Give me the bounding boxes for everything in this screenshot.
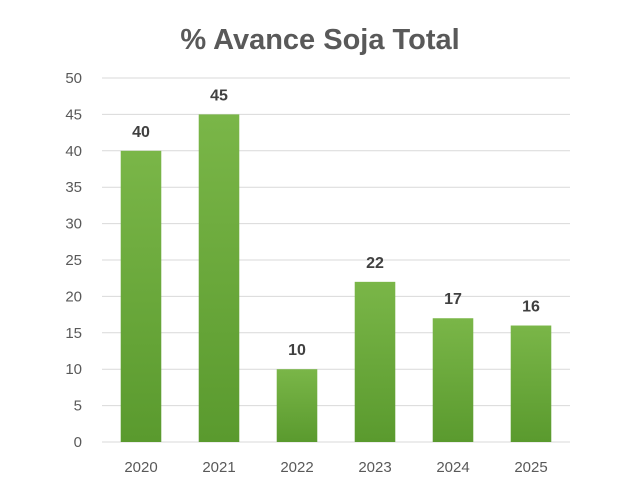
y-tick-label: 30 [65, 216, 82, 233]
x-tick-label-2021: 2021 [202, 459, 235, 476]
x-tick-label-2024: 2024 [436, 459, 469, 476]
y-tick-label: 15 [65, 325, 82, 342]
bar-2025 [510, 325, 552, 442]
x-tick-label-2022: 2022 [280, 459, 313, 476]
y-tick-label: 25 [65, 252, 82, 269]
y-tick-label: 40 [65, 143, 82, 160]
y-tick-label: 10 [65, 361, 82, 378]
bar-2022 [276, 369, 318, 442]
bar-2020 [120, 150, 162, 443]
y-axis-ticks: 0 5 10 15 20 25 30 35 40 45 50 [65, 70, 82, 451]
chart-title: % Avance Soja Total [180, 24, 460, 56]
bar-2021 [198, 114, 240, 443]
gridlines [102, 77, 570, 443]
bar-2023 [354, 281, 396, 442]
data-label-2022: 10 [288, 342, 306, 359]
y-tick-label: 20 [65, 288, 82, 305]
data-label-2021: 45 [210, 87, 228, 104]
y-tick-label: 50 [65, 70, 82, 87]
bar-2024 [432, 318, 474, 442]
x-tick-label-2020: 2020 [124, 459, 157, 476]
data-label-2020: 40 [132, 124, 150, 141]
data-label-2024: 17 [444, 291, 462, 308]
y-tick-label: 5 [74, 398, 82, 415]
x-axis-ticks: 2020 2021 2022 2023 2024 2025 [124, 459, 547, 476]
data-labels: 40 45 10 22 17 16 [132, 87, 540, 359]
bars [120, 114, 552, 443]
x-tick-label-2023: 2023 [358, 459, 391, 476]
y-tick-label: 35 [65, 179, 82, 196]
y-tick-label: 0 [74, 434, 82, 451]
data-label-2025: 16 [522, 299, 540, 316]
x-tick-label-2025: 2025 [514, 459, 547, 476]
data-label-2023: 22 [366, 255, 384, 272]
y-tick-label: 45 [65, 106, 82, 123]
